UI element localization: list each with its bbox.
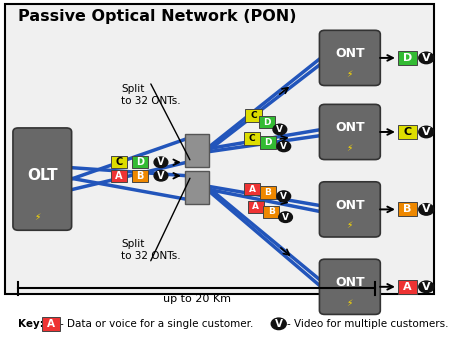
Text: V: V [280, 192, 287, 201]
Text: C: C [250, 111, 257, 120]
Circle shape [273, 124, 287, 135]
FancyBboxPatch shape [319, 30, 380, 86]
FancyBboxPatch shape [319, 104, 380, 160]
FancyBboxPatch shape [184, 134, 209, 167]
Text: Split
to 32 ONTs.: Split to 32 ONTs. [121, 239, 181, 261]
Text: Passive Optical Network (PON): Passive Optical Network (PON) [18, 9, 297, 24]
Text: V: V [275, 319, 283, 329]
Text: Key:: Key: [18, 319, 44, 329]
Text: - Data or voice for a single customer.: - Data or voice for a single customer. [60, 319, 253, 329]
Circle shape [419, 52, 434, 64]
FancyBboxPatch shape [244, 132, 260, 145]
Text: D: D [403, 53, 412, 63]
FancyBboxPatch shape [260, 136, 276, 148]
Text: up to 20 Km: up to 20 Km [163, 293, 231, 304]
Text: - Video for multiple customers.: - Video for multiple customers. [288, 319, 449, 329]
Text: V: V [422, 282, 430, 292]
Text: ⚡: ⚡ [346, 144, 353, 153]
FancyBboxPatch shape [259, 116, 275, 128]
Text: V: V [282, 213, 289, 222]
Text: ONT: ONT [335, 47, 365, 61]
Text: D: D [264, 138, 272, 147]
Text: ⚡: ⚡ [346, 70, 353, 78]
FancyBboxPatch shape [398, 51, 417, 65]
FancyBboxPatch shape [398, 280, 417, 294]
Circle shape [419, 281, 434, 293]
Text: C: C [115, 157, 123, 167]
FancyBboxPatch shape [244, 183, 260, 195]
FancyBboxPatch shape [5, 4, 434, 293]
Text: B: B [136, 171, 144, 181]
Text: A: A [115, 171, 123, 181]
Text: V: V [157, 157, 164, 167]
Text: B: B [268, 207, 274, 216]
Text: V: V [157, 171, 164, 181]
Text: A: A [249, 185, 256, 194]
Text: ⚡: ⚡ [346, 298, 353, 308]
Circle shape [271, 318, 286, 330]
FancyBboxPatch shape [42, 317, 60, 331]
Text: A: A [47, 319, 55, 329]
Text: ONT: ONT [335, 199, 365, 212]
Text: C: C [403, 127, 411, 137]
FancyBboxPatch shape [398, 125, 417, 139]
Circle shape [419, 126, 434, 138]
Text: Split
to 32 ONTs.: Split to 32 ONTs. [121, 84, 181, 106]
Text: D: D [136, 157, 144, 167]
Text: V: V [422, 204, 430, 214]
FancyBboxPatch shape [184, 171, 209, 204]
Text: ONT: ONT [335, 276, 365, 289]
Text: A: A [252, 202, 259, 211]
Text: D: D [263, 118, 271, 126]
FancyBboxPatch shape [111, 169, 127, 182]
Text: V: V [422, 53, 430, 63]
Text: B: B [403, 204, 411, 214]
FancyBboxPatch shape [246, 109, 262, 122]
FancyBboxPatch shape [248, 200, 264, 213]
Circle shape [277, 191, 291, 201]
FancyBboxPatch shape [263, 206, 279, 218]
Text: V: V [276, 125, 283, 134]
Circle shape [279, 212, 292, 222]
FancyBboxPatch shape [13, 128, 72, 230]
Text: C: C [249, 134, 255, 143]
FancyBboxPatch shape [260, 186, 276, 199]
FancyBboxPatch shape [132, 169, 148, 182]
Circle shape [277, 141, 291, 152]
Text: V: V [422, 127, 430, 137]
Text: ONT: ONT [335, 121, 365, 135]
FancyBboxPatch shape [398, 202, 417, 216]
Text: A: A [403, 282, 412, 292]
FancyBboxPatch shape [132, 156, 148, 169]
Circle shape [154, 170, 168, 181]
Text: B: B [264, 188, 272, 197]
FancyBboxPatch shape [319, 259, 380, 314]
Text: ⚡: ⚡ [35, 213, 41, 222]
Circle shape [154, 157, 168, 168]
Circle shape [419, 203, 434, 215]
Text: V: V [280, 142, 287, 151]
Text: ⚡: ⚡ [346, 221, 353, 230]
FancyBboxPatch shape [319, 182, 380, 237]
Text: OLT: OLT [27, 168, 58, 183]
FancyBboxPatch shape [111, 156, 127, 169]
